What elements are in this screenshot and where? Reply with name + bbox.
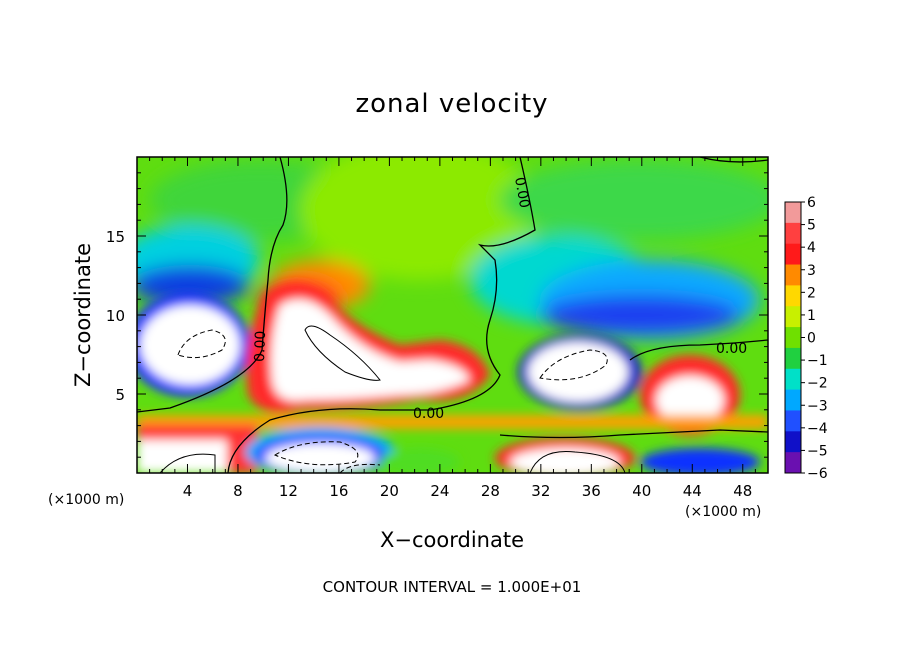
x-tick-label: 8 — [233, 482, 243, 500]
y-tick-label: 15 — [106, 228, 125, 246]
x-unit-label-left: (×1000 m) — [48, 492, 124, 508]
contour-label: 0.00 — [511, 176, 532, 209]
colorbar-swatch — [785, 368, 801, 391]
y-axis-label: Z−coordinate — [71, 243, 95, 387]
x-tick-label: 28 — [481, 482, 500, 500]
contour-interval-note: CONTOUR INTERVAL = 1.000E+01 — [323, 578, 582, 596]
x-tick-label: 40 — [632, 482, 651, 500]
x-tick-label: 48 — [733, 482, 752, 500]
colorbar-tick-label: −5 — [807, 443, 828, 459]
colorbar-tick-label: 5 — [807, 218, 816, 234]
colorbar-swatch — [785, 243, 801, 266]
colorbar-swatch — [785, 202, 801, 224]
y-tick-label: 5 — [115, 386, 125, 404]
colorbar-swatch — [785, 452, 801, 474]
colorbar-tick-label: −3 — [807, 398, 828, 414]
x-tick-label: 24 — [430, 482, 449, 500]
x-tick-label: 36 — [582, 482, 601, 500]
colorbar-swatch — [785, 431, 801, 453]
colorbar: 6 5 4 3 2 1 0 −1 −2 −3 −4 −5 −6 — [784, 195, 828, 482]
x-tick-label: 4 — [183, 482, 193, 500]
colorbar-swatch — [785, 347, 801, 370]
colorbar-tick-label: 3 — [807, 263, 816, 279]
colorbar-tick-label: 1 — [807, 308, 816, 324]
colorbar-tick-label: −4 — [807, 421, 828, 437]
x-tick-label: 12 — [279, 482, 298, 500]
colorbar-swatch — [785, 285, 801, 307]
colorbar-swatch — [785, 327, 801, 349]
colorbar-swatch — [785, 264, 801, 286]
heatmap-field — [137, 157, 768, 473]
x-unit-label-right: (×1000 m) — [685, 504, 761, 520]
colorbar-swatch — [785, 410, 801, 432]
contour-label: 0.00 — [252, 330, 269, 362]
colorbar-tick-label: −6 — [807, 466, 828, 482]
colorbar-tick-label: 4 — [807, 240, 816, 256]
x-tick-label: 32 — [531, 482, 550, 500]
x-tick-label: 20 — [380, 482, 399, 500]
colorbar-tick-label: 6 — [807, 195, 816, 211]
colorbar-tick-label: 2 — [807, 285, 816, 301]
colorbar-swatch — [785, 306, 801, 328]
chart-title: zonal velocity — [355, 89, 548, 119]
x-tick-label: 44 — [683, 482, 702, 500]
contour-label: 0.00 — [413, 406, 444, 422]
x-tick-label: 16 — [329, 482, 348, 500]
contour-label: 0.00 — [716, 341, 747, 357]
x-axis-label: X−coordinate — [380, 528, 524, 552]
colorbar-swatch — [785, 222, 801, 245]
y-tick-label: 10 — [106, 307, 125, 325]
colorbar-swatch — [785, 389, 801, 411]
colorbar-tick-label: −2 — [807, 376, 828, 392]
colorbar-tick-label: 0 — [807, 331, 816, 347]
colorbar-tick-label: −1 — [807, 353, 828, 369]
